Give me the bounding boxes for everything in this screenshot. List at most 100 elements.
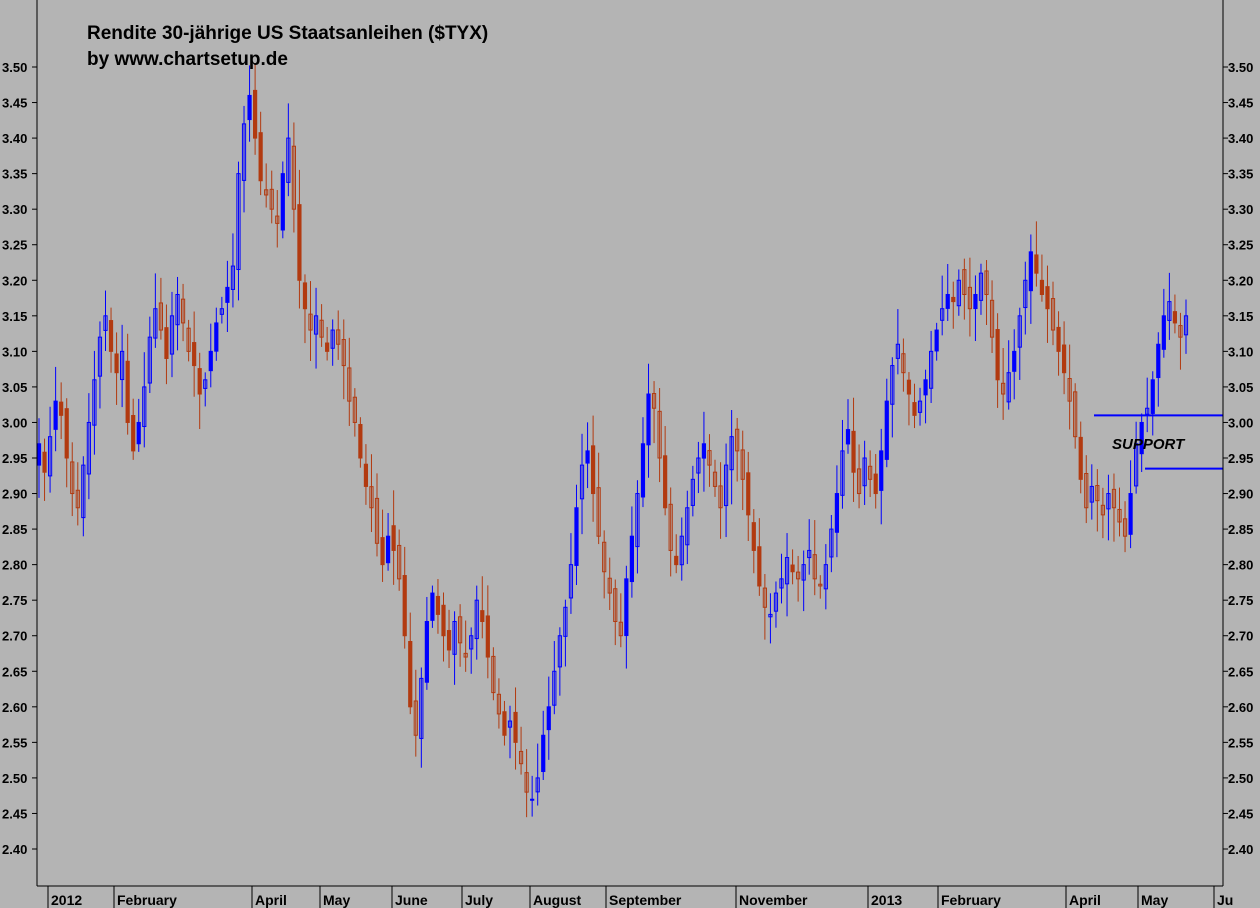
candle-body: [369, 486, 374, 509]
y-tick-label-left: 3.25: [2, 238, 27, 253]
candle-body: [286, 137, 291, 183]
candle-body: [325, 342, 330, 352]
candle-body: [108, 320, 114, 352]
candle-body: [136, 421, 141, 445]
chart-subtitle: by www.chartsetup.de: [87, 49, 288, 70]
candle-body: [773, 592, 779, 612]
candle-body: [64, 408, 69, 459]
candle-body: [635, 493, 640, 548]
y-tick-label-left: 2.75: [2, 593, 27, 608]
candle-body: [1100, 504, 1105, 516]
y-tick-label-right: 2.75: [1228, 593, 1253, 608]
candle-body: [1139, 421, 1144, 455]
y-tick-label-left: 3.40: [2, 131, 27, 146]
candle-body: [158, 302, 164, 331]
candle-body: [97, 336, 103, 377]
candle-body: [934, 329, 939, 352]
candle-body: [192, 342, 197, 367]
candle-body: [430, 592, 435, 621]
candle-body: [42, 451, 47, 473]
candle-body: [541, 734, 546, 773]
candle-body: [973, 293, 978, 310]
x-tick-label: 2013: [871, 892, 902, 908]
candle-body: [740, 449, 745, 480]
candle-body: [962, 269, 967, 295]
x-tick-label: April: [255, 892, 287, 908]
y-axis-right: 2.40 2.45 2.50 2.55 2.60 2.65 2.70 2.75 2.80 2.85…: [1223, 60, 1253, 857]
y-tick-label-right: 3.10: [1228, 344, 1253, 359]
candle-body: [518, 750, 524, 765]
candle-body: [125, 360, 130, 423]
candle-body: [568, 564, 574, 599]
candle-body: [408, 641, 413, 708]
y-tick-label-right: 2.85: [1228, 522, 1253, 537]
candle-body: [131, 414, 136, 452]
candle-body: [873, 473, 878, 495]
candle-body: [884, 400, 889, 460]
candle-body: [812, 554, 817, 580]
candle-body: [75, 489, 80, 509]
y-tick-label-right: 2.60: [1228, 700, 1253, 715]
candle-body: [1134, 443, 1139, 487]
candle-body: [663, 455, 668, 509]
y-tick-label-left: 2.65: [2, 664, 27, 679]
candle-body: [469, 635, 474, 650]
candle-body: [989, 299, 995, 338]
support-label: SUPPORT: [1112, 436, 1186, 453]
y-tick-label-right: 2.65: [1228, 664, 1253, 679]
y-tick-label-right: 3.25: [1228, 238, 1253, 253]
candle-body: [441, 604, 446, 637]
candle-body: [169, 315, 175, 355]
candle-body: [1078, 436, 1083, 480]
candle-body: [230, 265, 236, 290]
y-tick-label-left: 2.70: [2, 629, 27, 644]
y-tick-label-right: 3.05: [1228, 380, 1253, 395]
candle-body: [978, 272, 984, 301]
candle-body: [352, 396, 357, 423]
candle-body: [397, 544, 402, 580]
x-tick-label: June: [395, 892, 428, 908]
candle-body: [1095, 484, 1100, 502]
candle-body: [818, 583, 823, 587]
candle-body: [1161, 315, 1166, 350]
candle-body: [685, 507, 690, 546]
candle-body: [823, 564, 828, 590]
y-tick-label-left: 2.60: [2, 700, 27, 715]
y-tick-label-right: 3.20: [1228, 273, 1253, 288]
candle-body: [707, 450, 712, 466]
candle-body: [480, 610, 485, 623]
candle-body: [175, 293, 180, 326]
candle-body: [868, 465, 873, 480]
candle-body: [1145, 407, 1150, 415]
candle-body: [768, 613, 773, 618]
candle-body: [507, 720, 513, 728]
candle-body: [120, 350, 125, 381]
candle-body: [1012, 350, 1017, 372]
candle-body: [341, 339, 346, 367]
y-tick-label-left: 2.95: [2, 451, 27, 466]
candle-body: [474, 599, 479, 640]
candle-body: [1023, 279, 1028, 309]
candle-body: [674, 555, 679, 566]
y-tick-label-right: 2.70: [1228, 629, 1253, 644]
support-zone: [1094, 414, 1223, 470]
y-tick-label-left: 3.30: [2, 202, 27, 217]
candle-body: [585, 450, 590, 464]
x-tick-label: May: [1141, 892, 1168, 908]
candle-body: [253, 89, 258, 139]
candle-body: [945, 293, 950, 309]
candle-body: [890, 365, 895, 405]
y-tick-label-left: 2.90: [2, 487, 27, 502]
candle-body: [358, 423, 363, 459]
candle-body: [807, 549, 812, 559]
candle-body: [834, 493, 840, 533]
candle-body: [618, 621, 623, 637]
candle-body: [319, 319, 324, 338]
candle-body: [103, 315, 108, 331]
candle-body: [757, 546, 762, 587]
candle-body: [1028, 251, 1033, 292]
candle-body: [86, 421, 91, 475]
candle-body: [81, 464, 86, 519]
candle-body: [762, 587, 767, 608]
candle-body: [47, 436, 53, 477]
